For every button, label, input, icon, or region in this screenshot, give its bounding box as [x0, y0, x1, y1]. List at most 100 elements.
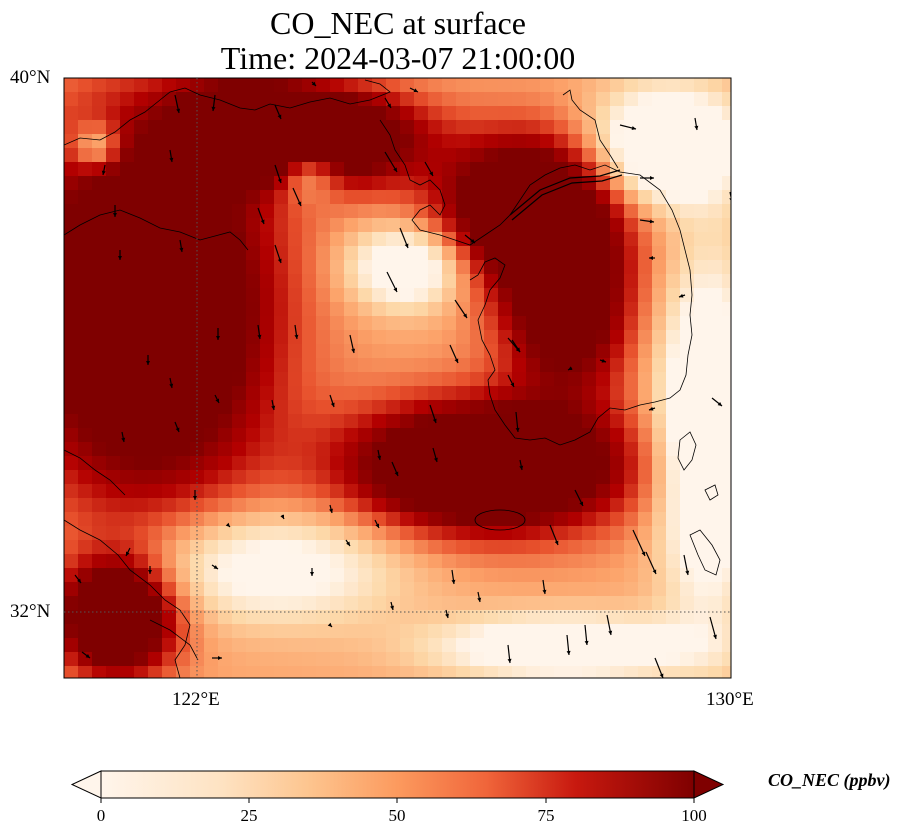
- field-cell: [680, 526, 695, 541]
- field-cell: [106, 358, 121, 373]
- wind-arrow-head: [148, 570, 152, 574]
- field-cell: [722, 260, 731, 275]
- field-cell: [428, 596, 443, 611]
- field-cell: [666, 344, 681, 359]
- field-cell: [232, 274, 247, 289]
- field-cell: [442, 302, 457, 317]
- field-cell: [330, 624, 345, 639]
- field-cell: [260, 540, 275, 555]
- field-cell: [666, 484, 681, 499]
- field-cell: [274, 470, 289, 485]
- field-cell: [414, 260, 429, 275]
- field-cell: [330, 148, 345, 163]
- wind-arrow-head: [463, 313, 467, 318]
- field-cell: [582, 456, 597, 471]
- field-cell: [288, 638, 303, 653]
- field-cell: [358, 456, 373, 471]
- field-cell: [260, 596, 275, 611]
- field-cell: [708, 120, 723, 135]
- field-cell: [414, 442, 429, 457]
- field-cell: [344, 428, 359, 443]
- field-cell: [666, 456, 681, 471]
- field-cell: [260, 260, 275, 275]
- field-cell: [596, 498, 611, 513]
- field-cell: [372, 204, 387, 219]
- field-cell: [694, 302, 709, 317]
- field-cell: [428, 120, 443, 135]
- field-cell: [722, 302, 731, 317]
- field-cell: [92, 120, 107, 135]
- field-cell: [260, 344, 275, 359]
- field-cell: [694, 176, 709, 191]
- field-cell: [120, 148, 135, 163]
- field-cell: [246, 274, 261, 289]
- field-cell: [456, 596, 471, 611]
- field-cell: [176, 134, 191, 149]
- field-cell: [344, 652, 359, 667]
- field-cell: [372, 260, 387, 275]
- field-cell: [204, 358, 219, 373]
- field-cell: [106, 442, 121, 457]
- field-cell: [92, 456, 107, 471]
- field-cell: [596, 554, 611, 569]
- wind-arrow-head: [519, 465, 524, 470]
- field-cell: [456, 218, 471, 233]
- field-cell: [358, 120, 373, 135]
- field-cell: [148, 330, 163, 345]
- field-cell: [372, 540, 387, 555]
- wind-arrow-head: [477, 597, 482, 602]
- field-cell: [218, 134, 233, 149]
- field-cell: [302, 106, 317, 121]
- field-cell: [596, 274, 611, 289]
- field-cell: [498, 568, 513, 583]
- field-cell: [162, 162, 177, 177]
- field-cell: [288, 400, 303, 415]
- field-cell: [288, 148, 303, 163]
- field-cell: [624, 176, 639, 191]
- field-cell: [148, 204, 163, 219]
- field-cell: [162, 78, 177, 93]
- field-cell: [204, 162, 219, 177]
- field-cell: [456, 526, 471, 541]
- field-cell: [582, 232, 597, 247]
- wind-arrow-head: [213, 565, 218, 569]
- field-cell: [162, 232, 177, 247]
- field-cell: [176, 652, 191, 667]
- field-cell: [456, 582, 471, 597]
- field-cell: [680, 400, 695, 415]
- field-cell: [400, 288, 415, 303]
- field-cell: [274, 386, 289, 401]
- field-cell: [218, 358, 233, 373]
- field-cell: [610, 400, 625, 415]
- field-cell: [540, 358, 555, 373]
- field-cell: [470, 512, 485, 527]
- field-cell: [414, 428, 429, 443]
- field-cell: [330, 232, 345, 247]
- field-cell: [722, 498, 731, 513]
- field-cell: [624, 372, 639, 387]
- field-cell: [78, 596, 93, 611]
- field-cell: [540, 316, 555, 331]
- field-cell: [106, 190, 121, 205]
- field-cell: [400, 344, 415, 359]
- field-cell: [554, 288, 569, 303]
- field-cell: [708, 78, 723, 93]
- field-cell: [330, 92, 345, 107]
- field-cell: [708, 526, 723, 541]
- field-cell: [358, 218, 373, 233]
- field-cell: [400, 148, 415, 163]
- field-cell: [92, 540, 107, 555]
- field-cell: [554, 330, 569, 345]
- field-cell: [232, 596, 247, 611]
- field-cell: [624, 106, 639, 121]
- field-cell: [526, 456, 541, 471]
- field-cell: [246, 540, 261, 555]
- field-cell: [512, 260, 527, 275]
- field-cell: [722, 288, 731, 303]
- field-cell: [316, 596, 331, 611]
- field-cell: [218, 470, 233, 485]
- field-cell: [162, 554, 177, 569]
- field-cell: [694, 498, 709, 513]
- field-cell: [610, 372, 625, 387]
- field-cell: [176, 596, 191, 611]
